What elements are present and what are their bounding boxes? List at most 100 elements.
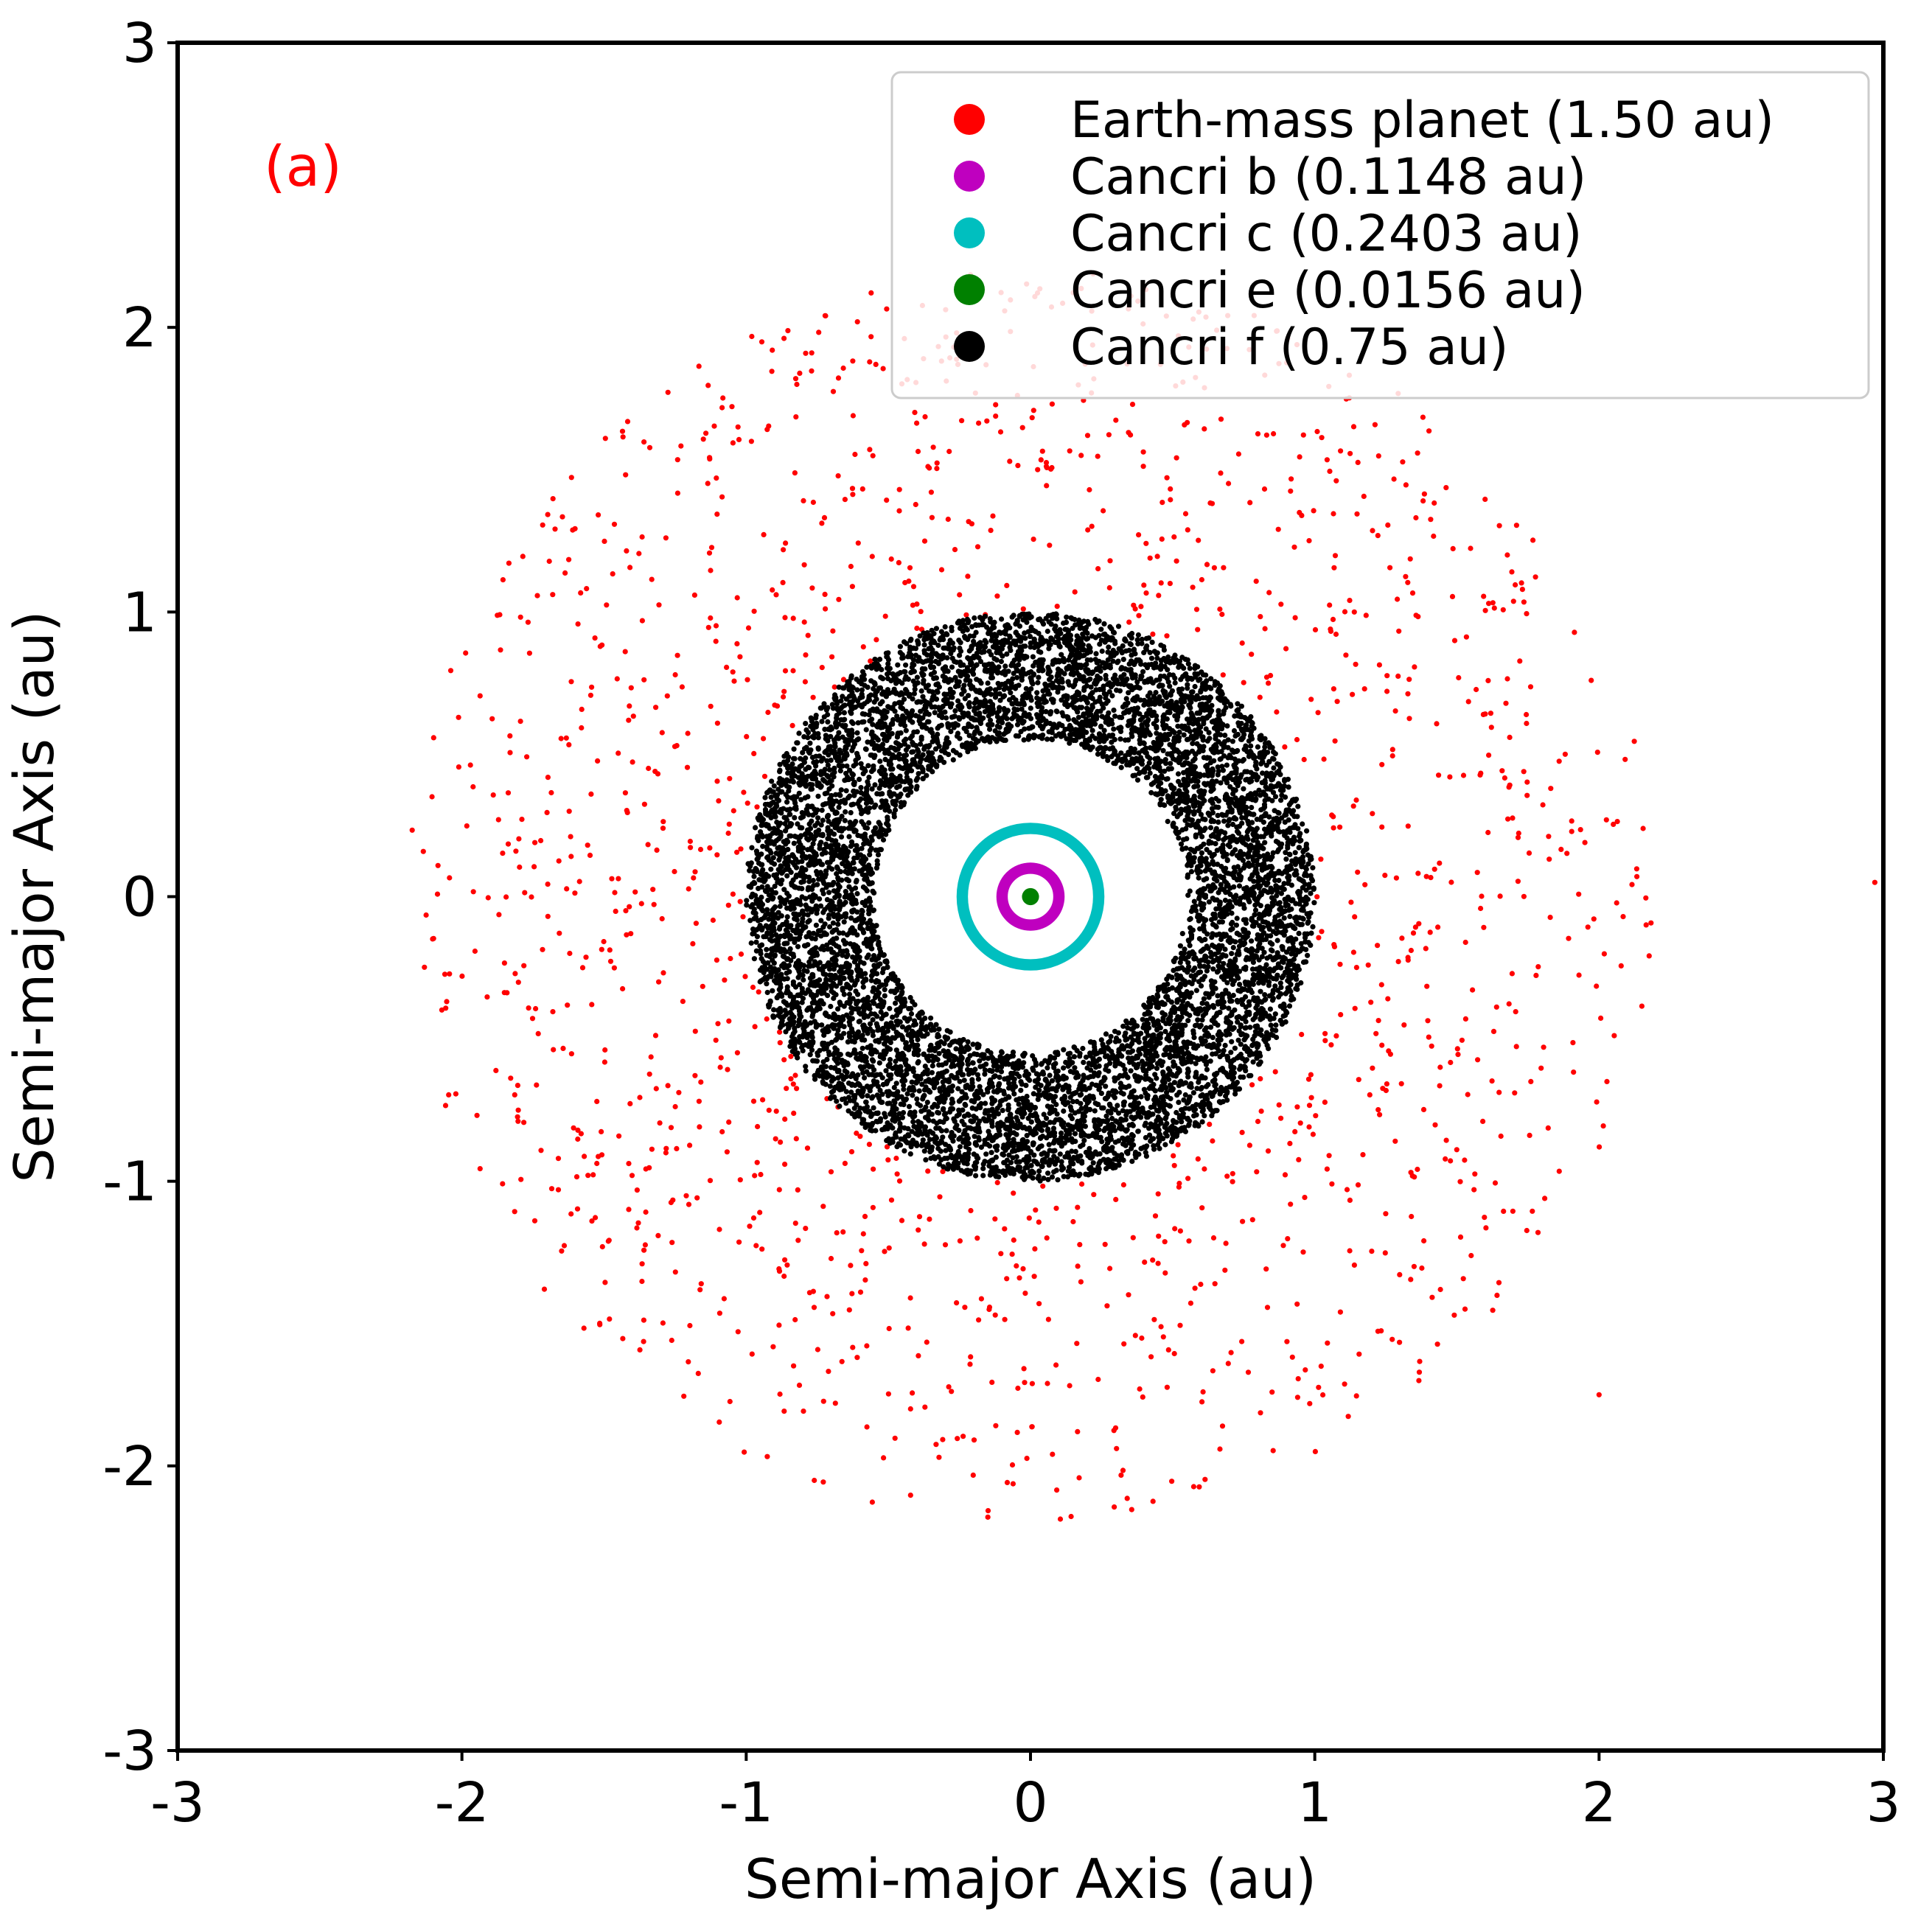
earth-mass-point [1566, 935, 1572, 941]
earth-mass-point [1258, 1109, 1264, 1114]
earth-mass-point [1284, 1339, 1290, 1344]
earth-mass-point [735, 424, 741, 430]
earth-mass-point [1482, 607, 1488, 613]
earth-mass-point [1518, 580, 1524, 586]
cancri-f-point [1147, 1132, 1153, 1138]
earth-mass-point [570, 527, 576, 533]
cancri-f-point [842, 894, 848, 900]
earth-mass-point [515, 1114, 520, 1120]
earth-mass-point [1535, 964, 1541, 970]
earth-mass-point [949, 1389, 955, 1395]
earth-mass-point [1114, 1445, 1120, 1451]
earth-mass-point [963, 612, 969, 618]
earth-mass-point [602, 436, 608, 442]
cancri-f-point [1035, 680, 1041, 685]
earth-mass-point [721, 1296, 728, 1302]
earth-mass-point [687, 1142, 693, 1148]
earth-mass-point [517, 719, 523, 725]
earth-mass-point [812, 1477, 817, 1484]
cancri-f-point [972, 615, 977, 621]
cancri-f-point [877, 656, 883, 663]
earth-mass-point [1472, 1171, 1478, 1177]
earth-mass-point [848, 1263, 854, 1268]
earth-mass-point [765, 709, 771, 716]
earth-mass-point [1334, 699, 1340, 705]
earth-mass-point [1648, 920, 1654, 926]
earth-mass-point [1024, 1456, 1030, 1462]
earth-mass-point [477, 693, 483, 699]
earth-mass-point [1519, 587, 1525, 593]
earth-mass-point [565, 1002, 571, 1008]
earth-mass-point [589, 1218, 595, 1224]
cancri-f-point [1200, 671, 1206, 678]
earth-mass-point [1120, 1467, 1126, 1473]
earth-mass-point [1502, 775, 1507, 781]
earth-mass-point [755, 1123, 761, 1130]
cancri-f-point [854, 1102, 859, 1108]
earth-mass-point [1478, 770, 1484, 776]
earth-mass-point [637, 1347, 643, 1353]
earth-mass-point [742, 974, 748, 980]
earth-mass-point [1535, 1229, 1541, 1235]
cancri-f-point [1143, 1134, 1148, 1141]
earth-mass-point [929, 514, 935, 520]
earth-mass-point [1159, 500, 1165, 506]
cancri-f-point [1251, 1041, 1257, 1047]
cancri-f-point [851, 763, 857, 769]
cancri-f-point [1189, 817, 1195, 823]
earth-mass-point [1155, 1191, 1161, 1197]
earth-mass-point [749, 333, 755, 340]
earth-mass-point [1370, 528, 1375, 534]
earth-mass-point [1045, 1381, 1050, 1386]
earth-mass-point [620, 1336, 626, 1341]
earth-mass-point [587, 852, 593, 858]
earth-mass-point [649, 1146, 655, 1152]
cancri-f-point [817, 842, 823, 848]
earth-mass-point [660, 826, 666, 831]
earth-mass-point [708, 545, 715, 551]
earth-mass-point [639, 618, 646, 624]
earth-mass-point [1328, 627, 1333, 632]
cancri-f-point [1120, 1108, 1126, 1114]
earth-mass-point [1112, 1504, 1117, 1510]
earth-mass-point [873, 361, 879, 367]
earth-mass-point [622, 790, 629, 796]
earth-mass-point [1468, 545, 1474, 551]
earth-mass-point [1515, 879, 1521, 884]
earth-mass-point [1416, 921, 1422, 926]
earth-mass-point [1399, 935, 1405, 941]
earth-mass-point [985, 1514, 991, 1520]
earth-mass-point [1332, 553, 1339, 559]
earth-mass-point [1443, 1156, 1448, 1162]
earth-mass-point [1527, 684, 1534, 690]
earth-mass-point [575, 1127, 581, 1133]
earth-mass-point [1029, 1381, 1035, 1386]
earth-mass-point [521, 1120, 527, 1125]
earth-mass-point [1380, 1086, 1386, 1092]
earth-mass-point [710, 917, 716, 924]
cancri-f-point [875, 1111, 881, 1117]
earth-mass-point [1455, 1052, 1461, 1058]
earth-mass-point [867, 359, 873, 365]
earth-mass-point [1436, 772, 1442, 778]
earth-mass-point [1004, 1276, 1010, 1282]
earth-mass-point [1101, 508, 1106, 514]
earth-mass-point [784, 1262, 790, 1268]
earth-mass-point [1460, 1276, 1466, 1282]
earth-mass-point [714, 778, 720, 784]
earth-mass-point [1457, 1179, 1463, 1184]
earth-mass-point [1283, 646, 1289, 652]
earth-mass-point [674, 652, 680, 658]
earth-mass-point [1007, 458, 1013, 464]
cancri-f-point [1230, 919, 1235, 926]
cancri-f-point [1134, 766, 1140, 772]
earth-mass-point [782, 1162, 788, 1168]
earth-mass-point [696, 1098, 702, 1104]
earth-mass-point [1121, 1341, 1127, 1347]
earth-mass-point [532, 840, 538, 845]
earth-mass-point [1294, 1301, 1300, 1307]
earth-mass-point [1611, 821, 1617, 827]
earth-mass-point [993, 1423, 999, 1428]
earth-mass-point [756, 989, 761, 995]
cancri-f-point [798, 755, 803, 761]
